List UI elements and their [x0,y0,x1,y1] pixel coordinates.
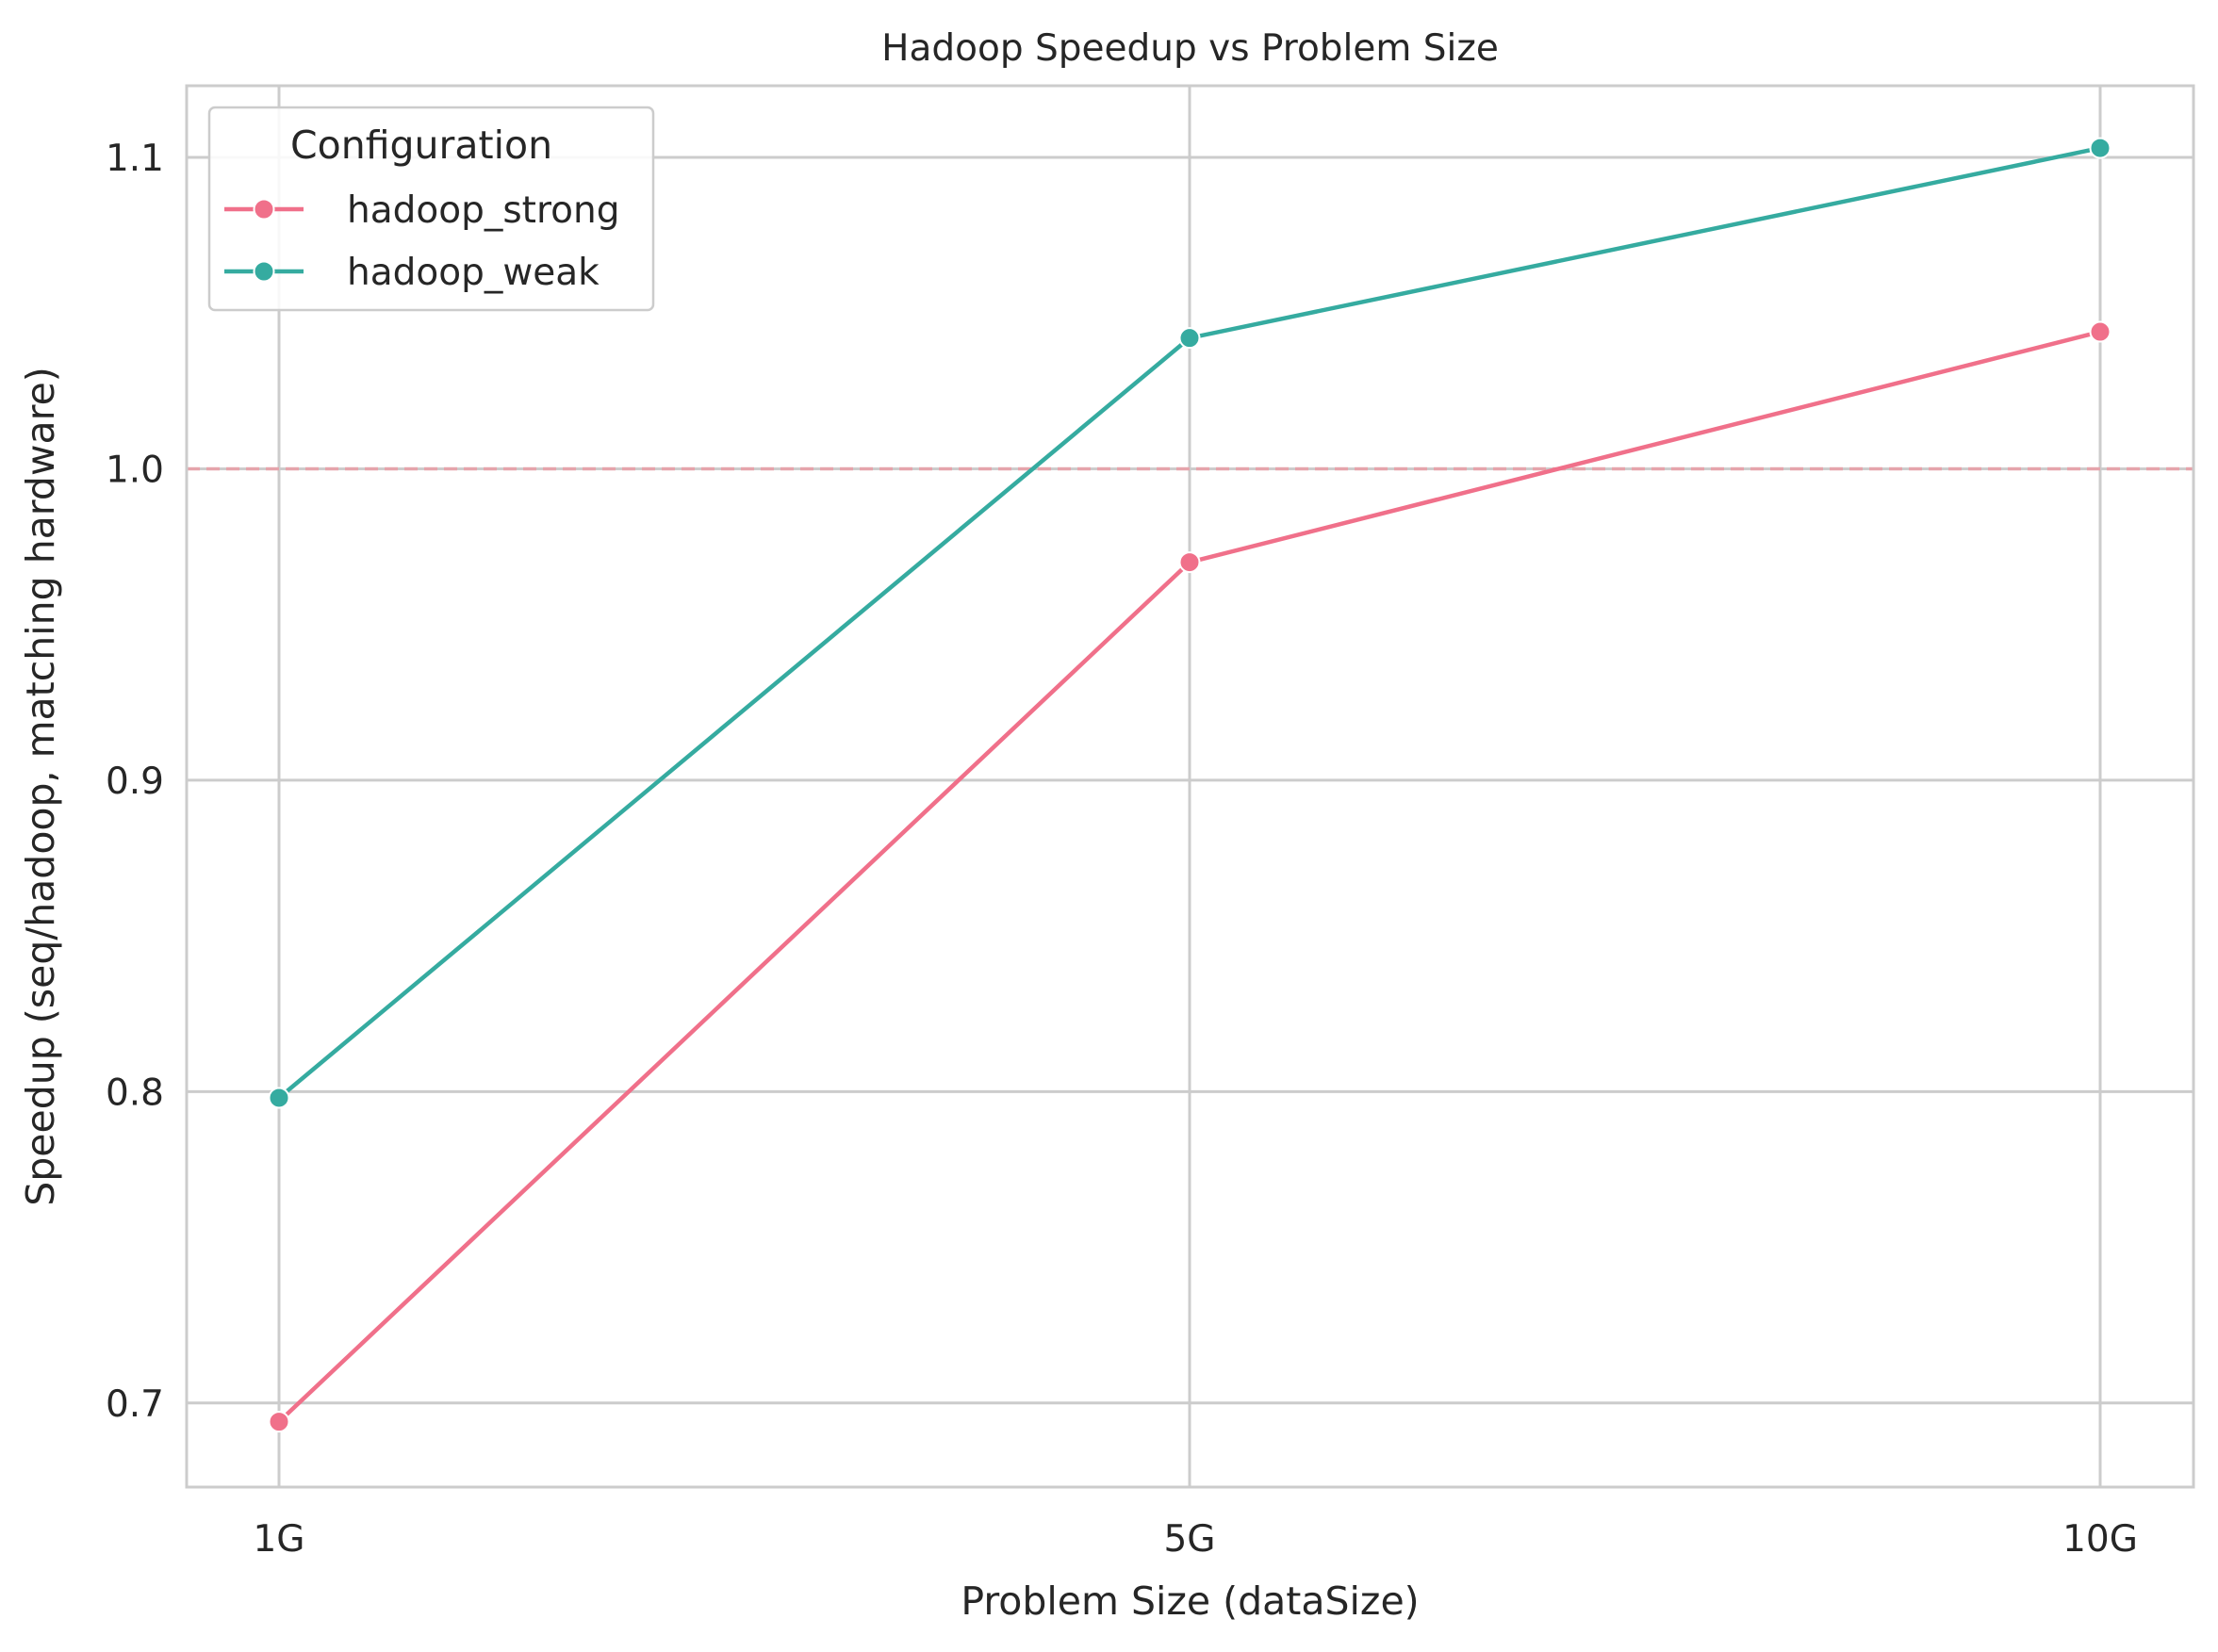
data-point-hadoop_weak [2089,137,2111,159]
legend-title: Configuration [290,123,552,168]
legend-entry-label: hadoop_strong [347,189,619,232]
data-point-hadoop_strong [2089,320,2111,343]
x-axis-label: Problem Size (dataSize) [961,1578,1419,1624]
y-tick-label: 0.7 [106,1383,164,1426]
series-group [268,137,2111,1433]
plot-frame [185,84,2195,1489]
data-point-hadoop_strong [1178,551,1201,574]
data-point-hadoop_strong [268,1411,290,1433]
y-tick-label: 0.8 [106,1071,164,1114]
x-tick-label: 1G [253,1518,304,1561]
y-tick-label: 0.9 [106,761,164,803]
tick-labels: 1G 5G 10G 0.7 0.8 0.9 1.0 1.1 [106,138,2138,1561]
x-tick-label: 5G [1163,1518,1215,1561]
legend-swatch-marker [253,260,275,283]
legend-entries: hadoop_strong hadoop_weak [224,189,619,294]
legend-box [207,106,655,312]
legend-swatch-marker [253,198,275,221]
chart-title: Hadoop Speedup vs Problem Size [881,27,1499,70]
legend: Configuration hadoop_strong hadoop_weak [207,106,655,312]
y-tick-label: 1.0 [106,449,164,491]
y-axis-label: Speedup (seq/hadoop, matching hardware) [18,367,63,1206]
data-point-hadoop_weak [1178,327,1201,350]
legend-entry-label: hadoop_weak [347,252,600,294]
data-point-hadoop_weak [268,1087,290,1109]
x-tick-label: 10G [2062,1518,2138,1561]
y-tick-label: 1.1 [106,138,164,180]
